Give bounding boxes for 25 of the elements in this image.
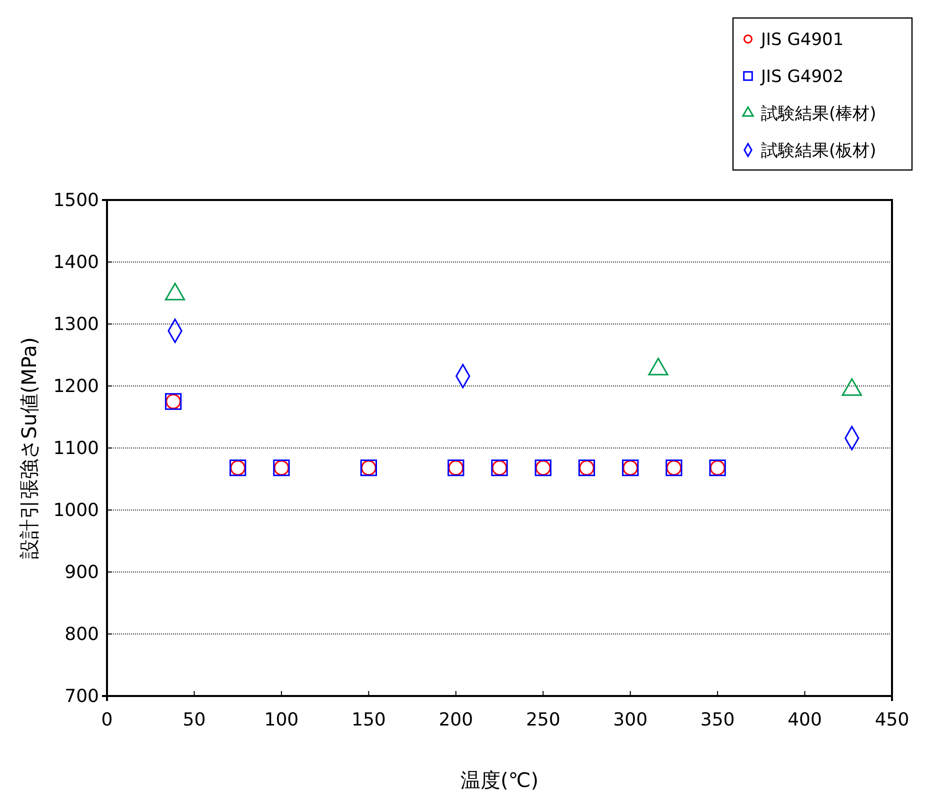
legend-label: 試験結果(板材) [761, 141, 876, 161]
x-tick-label: 450 [874, 710, 910, 731]
legend-label: JIS G4901 [760, 30, 844, 50]
y-tick-label: 1000 [53, 500, 99, 521]
y-axis-title: 設計引張強さSu値(MPa) [17, 337, 41, 559]
y-tick-label: 800 [64, 624, 99, 645]
legend-label: JIS G4902 [760, 67, 844, 87]
x-tick-label: 150 [351, 710, 386, 731]
x-tick-label: 200 [438, 710, 474, 731]
x-tick-label: 0 [101, 710, 113, 731]
x-tick-label: 250 [526, 710, 560, 731]
y-tick-label: 700 [64, 686, 99, 707]
x-tick-label: 300 [613, 710, 648, 731]
y-tick-label: 900 [64, 562, 99, 583]
legend-label: 試験結果(棒材) [761, 104, 876, 124]
x-tick-label: 100 [264, 710, 299, 731]
x-tick-label: 400 [788, 710, 822, 731]
y-tick-label: 1500 [53, 190, 99, 211]
y-tick-label: 1100 [53, 438, 99, 459]
y-tick-label: 1400 [53, 252, 99, 273]
x-tick-label: 350 [700, 710, 735, 731]
x-tick-label: 50 [182, 710, 206, 731]
y-tick-label: 1200 [53, 376, 99, 397]
x-axis-title: 温度(℃) [460, 768, 539, 792]
y-tick-label: 1300 [53, 314, 99, 335]
